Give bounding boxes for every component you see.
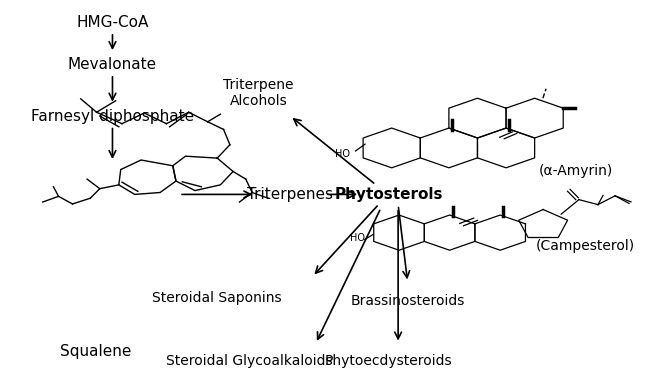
Text: Farnesyl diphosphate: Farnesyl diphosphate: [31, 109, 194, 124]
Text: Steroidal Saponins: Steroidal Saponins: [153, 291, 282, 305]
Text: Triterpenes: Triterpenes: [247, 187, 333, 202]
Text: HO: HO: [349, 233, 365, 243]
Text: Phytosterols: Phytosterols: [334, 187, 443, 202]
Text: (Campesterol): (Campesterol): [536, 239, 635, 253]
Text: Mevalonate: Mevalonate: [68, 57, 157, 72]
Text: Squalene: Squalene: [60, 344, 131, 358]
Text: HO: HO: [335, 149, 350, 159]
Text: (α-Amyrin): (α-Amyrin): [539, 164, 613, 179]
Text: Brassinosteroids: Brassinosteroids: [351, 295, 465, 308]
Text: Triterpene
Alcohols: Triterpene Alcohols: [223, 78, 294, 108]
Text: HMG-CoA: HMG-CoA: [76, 15, 149, 30]
Text: Phytoecdysteroids: Phytoecdysteroids: [325, 354, 452, 368]
Text: Steroidal Glycoalkaloids: Steroidal Glycoalkaloids: [166, 354, 333, 368]
